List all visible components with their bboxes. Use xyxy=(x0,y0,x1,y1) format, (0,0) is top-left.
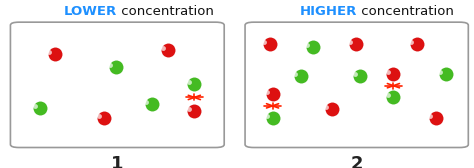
Point xyxy=(261,40,268,43)
Text: 2: 2 xyxy=(350,155,363,168)
Point xyxy=(164,49,172,52)
Point xyxy=(36,106,44,109)
Point xyxy=(45,50,53,53)
Point xyxy=(269,93,276,95)
Point xyxy=(112,66,120,69)
Point xyxy=(51,52,58,55)
Point xyxy=(142,101,150,103)
Point xyxy=(269,116,276,119)
Point xyxy=(351,72,358,75)
Point xyxy=(352,42,359,45)
Point xyxy=(356,74,364,77)
Text: HIGHER: HIGHER xyxy=(299,6,356,18)
Point xyxy=(328,108,336,111)
Point xyxy=(191,110,198,112)
Point xyxy=(297,74,305,77)
Point xyxy=(185,81,192,83)
Point xyxy=(390,73,397,75)
Point xyxy=(269,116,276,119)
Point xyxy=(390,96,397,99)
Point xyxy=(266,42,274,45)
Point xyxy=(191,110,198,112)
Point xyxy=(263,114,271,117)
Point xyxy=(297,74,305,77)
Point xyxy=(185,108,192,110)
Point xyxy=(36,106,44,109)
FancyBboxPatch shape xyxy=(245,22,468,148)
Point xyxy=(413,42,421,45)
Point xyxy=(269,93,276,95)
Text: concentration: concentration xyxy=(117,6,214,18)
Point xyxy=(36,106,44,109)
Text: 1: 1 xyxy=(111,155,124,168)
Point xyxy=(292,72,299,75)
Point xyxy=(95,114,102,117)
Point xyxy=(352,42,359,45)
Point xyxy=(266,42,274,45)
Point xyxy=(442,73,449,75)
Point xyxy=(100,116,108,119)
Point xyxy=(269,93,276,95)
Point xyxy=(384,94,392,97)
Point xyxy=(390,73,397,75)
Point xyxy=(191,83,198,85)
Text: LOWER: LOWER xyxy=(64,6,117,18)
Point xyxy=(51,52,58,55)
Point xyxy=(31,104,38,107)
Point xyxy=(191,83,198,85)
Point xyxy=(356,74,364,77)
Point xyxy=(427,114,434,117)
Point xyxy=(100,116,108,119)
Point xyxy=(432,116,440,119)
Point xyxy=(112,66,120,69)
Point xyxy=(390,96,397,99)
Point xyxy=(328,108,336,111)
Point xyxy=(164,49,172,52)
Point xyxy=(390,96,397,99)
Point xyxy=(432,116,440,119)
Point xyxy=(390,73,397,75)
Point xyxy=(356,74,364,77)
Point xyxy=(328,108,336,111)
Point xyxy=(436,71,444,73)
Point xyxy=(346,40,354,43)
Point xyxy=(148,103,155,106)
Text: concentration: concentration xyxy=(356,6,454,18)
Point xyxy=(297,74,305,77)
Point xyxy=(322,106,330,109)
Point xyxy=(164,49,172,52)
Point xyxy=(384,71,392,73)
Point xyxy=(159,47,166,50)
Point xyxy=(269,116,276,119)
Point xyxy=(148,103,155,106)
Point xyxy=(191,83,198,85)
Point xyxy=(442,73,449,75)
FancyBboxPatch shape xyxy=(10,22,224,148)
Point xyxy=(309,46,317,48)
Point xyxy=(309,46,317,48)
Point xyxy=(112,66,120,69)
Point xyxy=(191,110,198,112)
Point xyxy=(413,42,421,45)
Point xyxy=(309,46,317,48)
Point xyxy=(266,42,274,45)
Point xyxy=(303,44,311,46)
Point xyxy=(100,116,108,119)
Point xyxy=(51,52,58,55)
Point xyxy=(408,40,415,43)
Point xyxy=(413,42,421,45)
Point xyxy=(148,103,155,106)
Point xyxy=(432,116,440,119)
Point xyxy=(352,42,359,45)
Point xyxy=(263,91,271,93)
Point xyxy=(107,64,114,67)
Point xyxy=(442,73,449,75)
